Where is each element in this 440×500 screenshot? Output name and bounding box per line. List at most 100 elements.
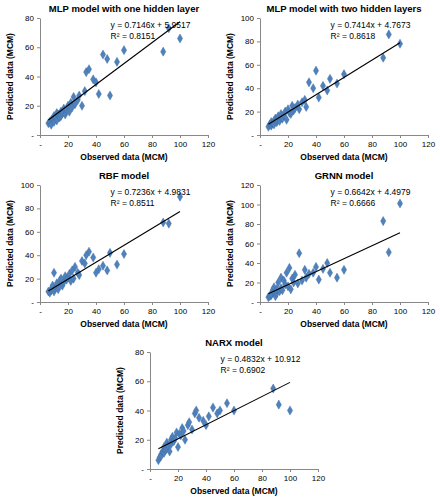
- annotation: R² = 0.8511: [111, 198, 155, 208]
- point: [287, 406, 292, 415]
- y-tick: 60: [25, 43, 40, 52]
- x-tick-label: 20: [64, 140, 73, 149]
- x-tick-mark: [344, 302, 345, 305]
- x-tick-label: 60: [230, 474, 239, 483]
- y-tick-label: 60: [135, 377, 144, 386]
- x-tick-label: -: [259, 140, 262, 149]
- x-tick-label: -: [39, 140, 42, 149]
- y-tick-label: 60: [25, 228, 34, 237]
- panel: MLP model with two hidden layers-2040608…: [225, 3, 436, 162]
- y-tick: 100: [21, 181, 40, 190]
- x-tick-label: 40: [202, 474, 211, 483]
- x-tick-mark: [400, 302, 401, 305]
- annotation: y = 0.7146x + 5.9517: [111, 20, 191, 30]
- x-axis-title: Observed data (MCM): [190, 486, 278, 496]
- x-tick: 120: [312, 469, 326, 483]
- point: [86, 247, 91, 256]
- y-tick-mark: [257, 185, 260, 186]
- point: [313, 262, 318, 271]
- x-tick-mark: [180, 135, 181, 138]
- x-tick-label: 80: [368, 307, 377, 316]
- point: [287, 263, 292, 272]
- y-tick-label: -: [31, 131, 34, 140]
- figure: MLP model with one hidden layer-20406080…: [0, 0, 440, 500]
- x-tick-label: 120: [312, 474, 326, 483]
- y-tick-mark: [257, 65, 260, 66]
- y-tick-label: 20: [245, 279, 254, 288]
- point: [297, 249, 302, 258]
- x-tick: 40: [312, 135, 321, 149]
- point: [224, 399, 229, 408]
- point: [114, 57, 119, 66]
- x-tick-label: 40: [92, 140, 101, 149]
- x-tick-label: 80: [148, 307, 157, 316]
- x-tick-label: 20: [284, 140, 293, 149]
- y-tick: 100: [241, 14, 260, 23]
- y-tick-mark: [257, 263, 260, 264]
- point: [304, 102, 309, 111]
- x-tick: 60: [120, 302, 129, 316]
- x-axis-title: Observed data (MCM): [80, 319, 168, 329]
- point: [121, 46, 126, 55]
- y-tick-label: -: [31, 298, 34, 307]
- plot-area: [46, 192, 183, 297]
- y-tick-mark: [147, 469, 150, 470]
- point: [91, 253, 96, 262]
- y-axis: -20406080100120: [241, 181, 261, 307]
- point: [210, 403, 215, 412]
- y-axis-line: [260, 186, 261, 303]
- x-tick: -: [259, 135, 262, 149]
- x-tick-mark: [124, 135, 125, 138]
- annotation: y = 0.4832x + 10.912: [221, 354, 301, 364]
- point: [107, 91, 112, 100]
- y-tick-mark: [37, 135, 40, 136]
- y-axis-line: [150, 353, 151, 470]
- x-tick-mark: [262, 469, 263, 472]
- x-tick: 60: [230, 469, 239, 483]
- point: [166, 219, 171, 228]
- annotation: R² = 0.8151: [111, 31, 156, 41]
- plot-area: [266, 199, 403, 302]
- x-tick-mark: [344, 135, 345, 138]
- point: [217, 406, 222, 415]
- point: [327, 268, 332, 277]
- y-tick-mark: [37, 18, 40, 19]
- point: [187, 418, 192, 427]
- y-tick-label: 40: [245, 259, 254, 268]
- point: [397, 199, 402, 208]
- chart-title: MLP model with two hidden layers: [266, 3, 421, 14]
- x-tick: 100: [394, 135, 408, 149]
- y-tick-mark: [37, 208, 40, 209]
- x-tick: 120: [422, 135, 436, 149]
- x-tick-mark: [428, 302, 429, 305]
- x-axis: -20406080100120: [149, 469, 326, 483]
- y-tick: 20: [135, 436, 150, 445]
- x-tick: 80: [368, 302, 377, 316]
- point: [121, 249, 126, 258]
- y-tick: 80: [245, 37, 260, 46]
- y-tick: -: [251, 131, 260, 140]
- x-tick: 40: [92, 135, 101, 149]
- x-tick: -: [149, 469, 152, 483]
- y-tick-label: -: [251, 131, 254, 140]
- y-tick: -: [31, 131, 40, 140]
- x-tick: 40: [312, 302, 321, 316]
- y-tick-label: 40: [245, 84, 254, 93]
- x-tick-label: 120: [202, 140, 216, 149]
- x-tick: 20: [284, 135, 293, 149]
- point: [51, 268, 56, 277]
- x-tick-label: 100: [174, 140, 188, 149]
- point: [306, 78, 311, 87]
- x-tick-mark: [288, 135, 289, 138]
- x-axis-title: Observed data (MCM): [300, 319, 388, 329]
- x-tick: 80: [368, 135, 377, 149]
- y-tick: 60: [25, 228, 40, 237]
- x-tick-mark: [208, 302, 209, 305]
- point: [194, 406, 199, 415]
- y-tick-label: -: [141, 465, 144, 474]
- x-tick: 60: [120, 135, 129, 149]
- y-axis-line: [260, 19, 261, 136]
- x-tick-mark: [234, 469, 235, 472]
- trend-line: [268, 43, 400, 125]
- point: [284, 115, 289, 124]
